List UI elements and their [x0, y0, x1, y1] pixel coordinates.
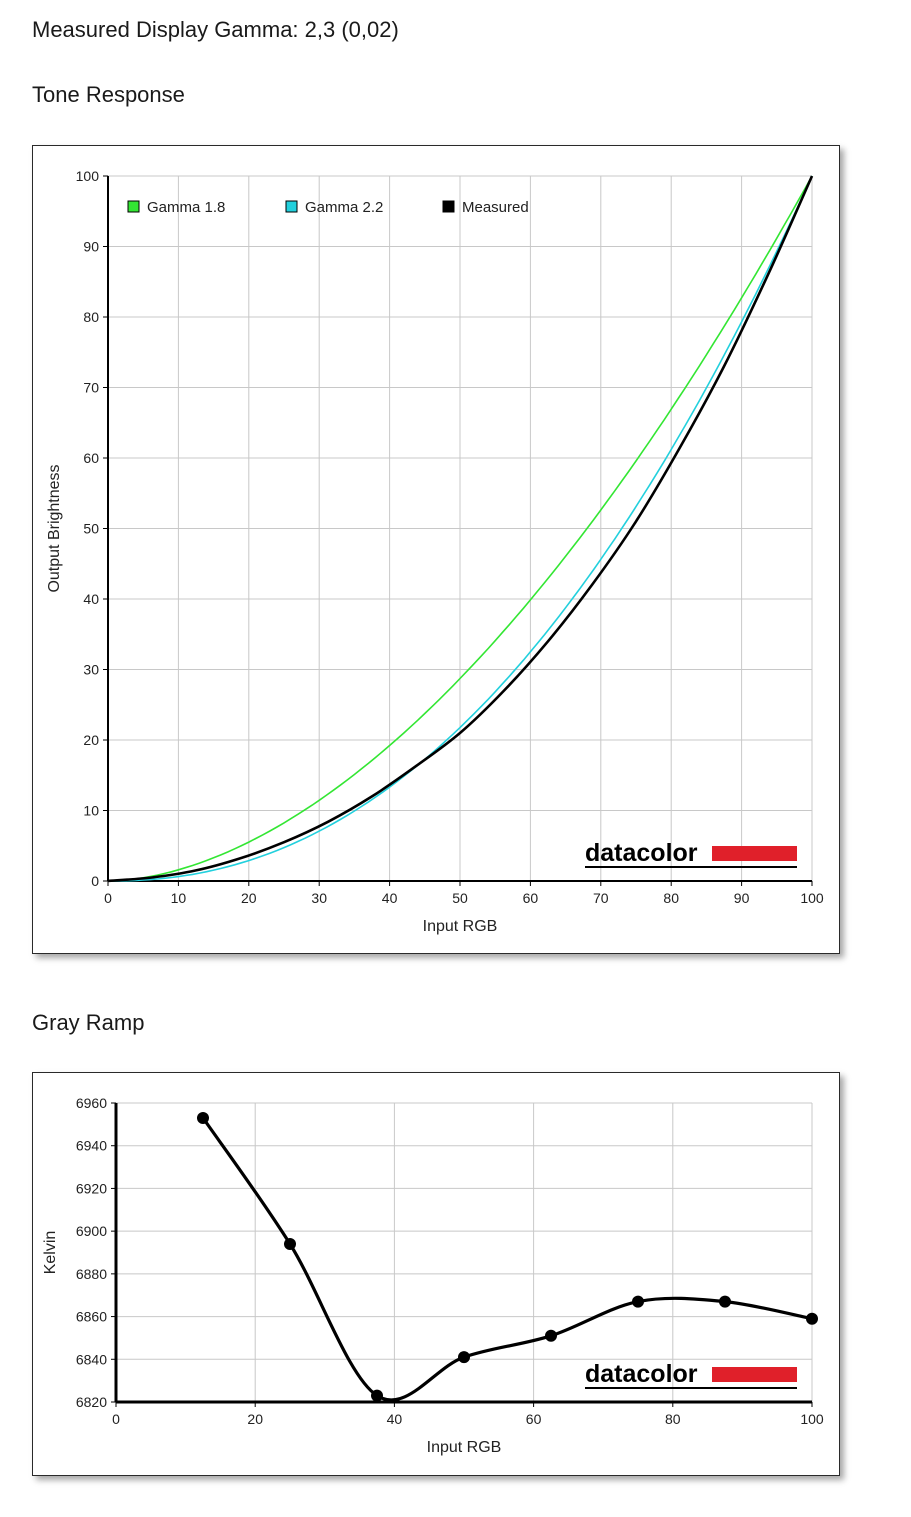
kelvin-point [719, 1295, 731, 1308]
gray-ramp-heading: Gray Ramp [32, 1010, 145, 1035]
x-tick-label: 100 [800, 890, 824, 906]
x-tick-label: 10 [171, 890, 187, 906]
legend-item: Gamma 1.8 [127, 199, 225, 216]
y-tick-label: 30 [83, 662, 99, 678]
y-axis-title: Kelvin [42, 1231, 59, 1275]
gamma-heading: Measured Display Gamma: 2,3 (0,02) [32, 17, 399, 42]
gray-ramp-chart: 0 20 40 60 80 100 6820 6840 6860 6880 6900 6920 6940… [42, 1095, 824, 1456]
kelvin-line [201, 1116, 813, 1402]
y-tick-label: 50 [83, 521, 99, 537]
legend-swatch [127, 200, 140, 213]
legend-swatch [285, 200, 298, 213]
y-tick-label: 70 [83, 380, 99, 396]
x-tick-label: 60 [523, 890, 539, 906]
logo-bar [712, 846, 797, 861]
y-tick-label: 40 [83, 591, 99, 607]
y-tick-label: 6820 [76, 1394, 107, 1410]
y-tick-label: 60 [83, 450, 99, 466]
x-tick-label: 90 [734, 890, 750, 906]
x-tick-label: 0 [112, 1411, 120, 1427]
legend-label: Gamma 1.8 [147, 199, 225, 216]
y-tick-label: 6880 [76, 1266, 107, 1282]
series-line-measured [107, 175, 814, 883]
y-tick-label: 0 [91, 873, 99, 889]
x-tick-label: 80 [665, 1411, 681, 1427]
x-tick-label: 40 [382, 890, 398, 906]
legend-label: Measured [462, 199, 529, 216]
kelvin-point [458, 1351, 470, 1364]
logo-text: datacolor [585, 839, 698, 867]
y-tick-label: 100 [76, 168, 100, 184]
y-axis-title: Output Brightness [46, 464, 63, 592]
x-tick-label: 0 [104, 890, 112, 906]
x-tick-label: 70 [593, 890, 609, 906]
kelvin-point [545, 1329, 557, 1342]
tone-response-chart: 0 10 20 30 40 50 60 70 80 90 100 0 10 20 30 40 50 60 70 80 9… [46, 168, 824, 935]
x-tick-label: 80 [663, 890, 679, 906]
y-tick-label: 6960 [76, 1095, 107, 1111]
legend-swatch [442, 200, 455, 213]
legend-label: Gamma 2.2 [305, 199, 383, 216]
kelvin-point [197, 1111, 209, 1124]
tone-response-heading: Tone Response [32, 82, 185, 107]
y-tick-label: 90 [83, 239, 99, 255]
y-tick-label: 10 [83, 803, 99, 819]
series-line-gamma-1-8 [107, 175, 813, 882]
tone-response-chart-panel: 0 10 20 30 40 50 60 70 80 90 100 0 10 20 30 40 50 60 70 80 9… [32, 145, 840, 954]
x-tick-label: 60 [526, 1411, 542, 1427]
datacolor-logo: datacolor [585, 839, 797, 868]
x-tick-label: 100 [800, 1411, 824, 1427]
series-line-gamma-2-2 [108, 175, 813, 882]
logo-bar [712, 1367, 797, 1382]
legend-item: Measured [442, 199, 529, 216]
y-tick-label: 6940 [76, 1138, 107, 1154]
y-tick-label: 6860 [76, 1309, 107, 1325]
y-tick-label: 6920 [76, 1180, 107, 1196]
kelvin-point [806, 1312, 818, 1325]
x-tick-label: 30 [311, 890, 327, 906]
kelvin-point [632, 1295, 644, 1308]
gray-ramp-chart-panel: 0 20 40 60 80 100 6820 6840 6860 6880 6900 6920 6940… [32, 1072, 840, 1476]
y-tick-label: 6900 [76, 1223, 107, 1239]
logo-text: datacolor [585, 1360, 698, 1388]
kelvin-point [371, 1389, 383, 1402]
kelvin-point [284, 1237, 296, 1250]
y-tick-label: 6840 [76, 1351, 107, 1367]
x-tick-label: 50 [452, 890, 468, 906]
x-tick-label: 40 [387, 1411, 403, 1427]
y-tick-label: 80 [83, 309, 99, 325]
y-tick-label: 20 [83, 732, 99, 748]
datacolor-logo: datacolor [585, 1360, 797, 1389]
x-axis-title: Input RGB [427, 1439, 502, 1456]
legend-item: Gamma 2.2 [285, 199, 383, 216]
x-tick-label: 20 [247, 1411, 263, 1427]
x-tick-label: 20 [241, 890, 257, 906]
x-axis-title: Input RGB [423, 918, 498, 935]
